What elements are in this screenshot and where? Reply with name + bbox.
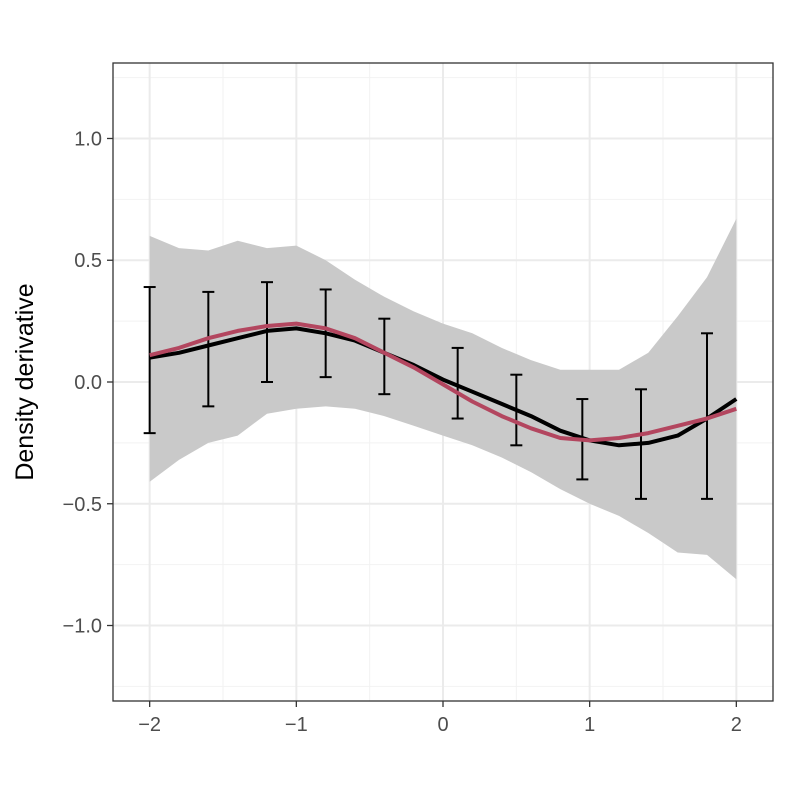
error-bar [143, 286, 156, 435]
y-tick-label: 1.0 [74, 128, 102, 150]
series-line-2 [149, 321, 737, 443]
error-bar [202, 290, 215, 408]
y-tick-label: −0.5 [63, 494, 102, 516]
y-axis: −1.0 −0.5 0.0 0.5 1.0 [63, 128, 113, 638]
y-tick-label: 0.0 [74, 372, 102, 394]
y-axis-title: Density derivative [11, 283, 39, 480]
x-tick-label: −2 [138, 714, 161, 736]
x-axis: −2 −1 0 1 2 [138, 701, 742, 736]
series-layer [149, 321, 738, 448]
y-tick-label: 0.5 [74, 250, 102, 272]
y-tick-label: −1.0 [63, 616, 102, 638]
confidence-band [149, 218, 737, 580]
error-bar [378, 317, 391, 396]
band-layer [149, 218, 737, 580]
x-tick-label: 2 [731, 714, 742, 736]
error-bar [701, 332, 713, 500]
x-tick-label: −1 [285, 714, 308, 736]
error-bar [451, 346, 464, 420]
x-tick-label: 0 [437, 714, 448, 736]
series-line-1 [149, 326, 738, 448]
x-tick-label: 1 [584, 714, 595, 736]
